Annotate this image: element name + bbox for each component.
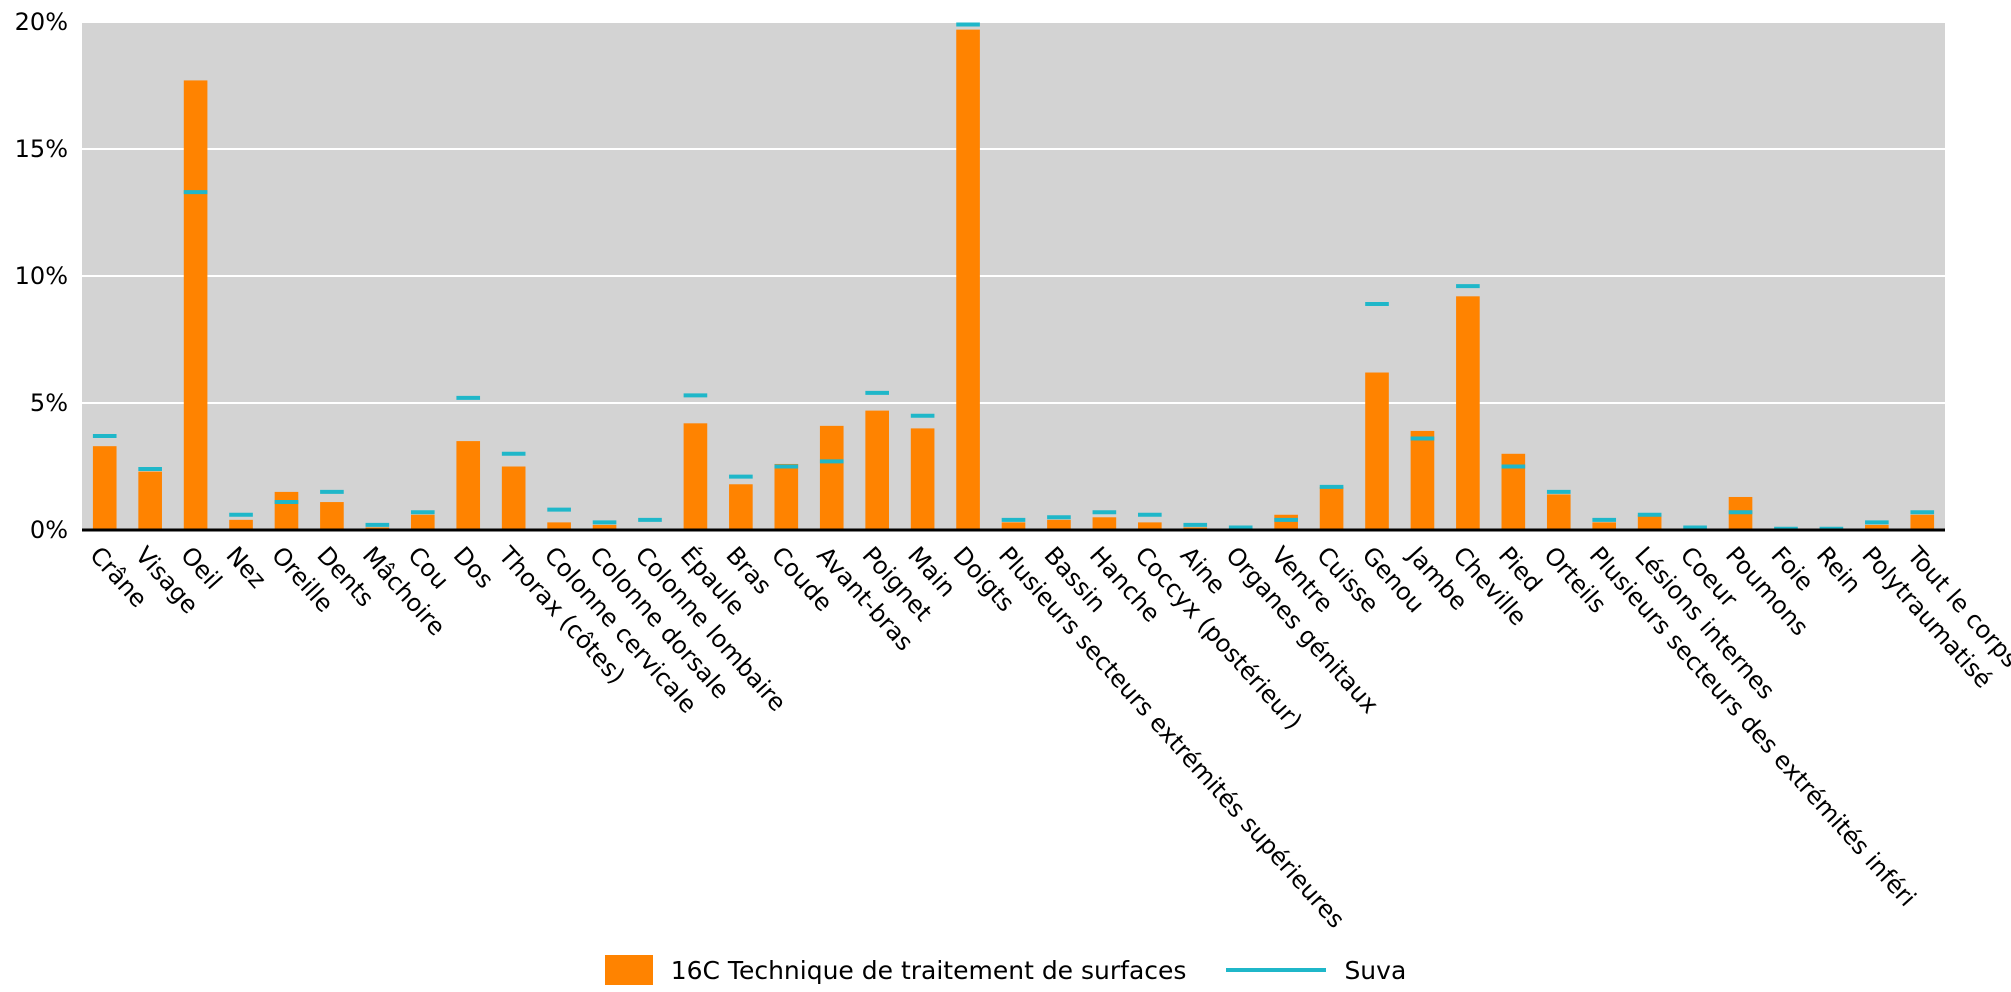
bar xyxy=(1001,522,1026,530)
y-tick-label: 0% xyxy=(30,516,68,544)
bar xyxy=(1910,514,1935,530)
bar xyxy=(910,428,935,530)
bar xyxy=(138,471,162,530)
bar xyxy=(1138,522,1162,530)
legend-swatch-line xyxy=(1226,968,1327,972)
bar xyxy=(1319,486,1344,530)
bar xyxy=(1410,430,1435,530)
y-tick-label: 15% xyxy=(15,135,68,163)
bar xyxy=(229,519,253,530)
bar xyxy=(1274,514,1298,530)
x-tick-label: Plusieurs secteurs des extrémités inféri xyxy=(1584,541,1922,912)
bar xyxy=(320,502,344,530)
legend-item-bar-series: 16C Technique de traitement de surfaces xyxy=(604,955,1187,985)
bar xyxy=(683,423,708,530)
bar xyxy=(729,484,753,530)
bar xyxy=(1637,514,1662,530)
bar xyxy=(456,441,481,530)
bar xyxy=(1456,296,1480,530)
y-tick-label: 5% xyxy=(30,389,68,417)
legend-swatch-bar xyxy=(604,955,653,985)
x-tick-label: Rein xyxy=(1811,541,1867,599)
bar xyxy=(774,463,799,530)
bar xyxy=(1501,453,1526,530)
legend-item-suva: Suva xyxy=(1226,956,1406,985)
legend-label-bar-series: 16C Technique de traitement de surfaces xyxy=(670,955,1187,985)
bar xyxy=(1592,522,1617,530)
bar xyxy=(274,491,299,530)
bar xyxy=(1092,517,1117,530)
y-tick-label: 20% xyxy=(15,8,68,36)
y-tick-label: 10% xyxy=(15,262,68,290)
bar xyxy=(819,425,844,530)
bar xyxy=(183,80,208,531)
bar xyxy=(956,29,980,531)
bar xyxy=(1365,372,1389,530)
bar xyxy=(592,524,617,530)
bar xyxy=(865,410,889,530)
bar xyxy=(1546,494,1571,530)
x-tick-label: Nez xyxy=(221,541,272,593)
chart-svg: 0%5%10%15%20%CrâneVisageOeilNezOreilleDe… xyxy=(15,8,2011,934)
legend-label-suva: Suva xyxy=(1344,955,1407,985)
bar xyxy=(547,522,571,530)
bar xyxy=(501,466,526,530)
bar xyxy=(1865,524,1889,530)
bar xyxy=(410,514,435,530)
x-tick-label: Dos xyxy=(448,541,499,594)
legend: 16C Technique de traitement de surfaces … xyxy=(0,955,2011,985)
bar xyxy=(92,446,117,530)
bar xyxy=(1047,519,1071,530)
